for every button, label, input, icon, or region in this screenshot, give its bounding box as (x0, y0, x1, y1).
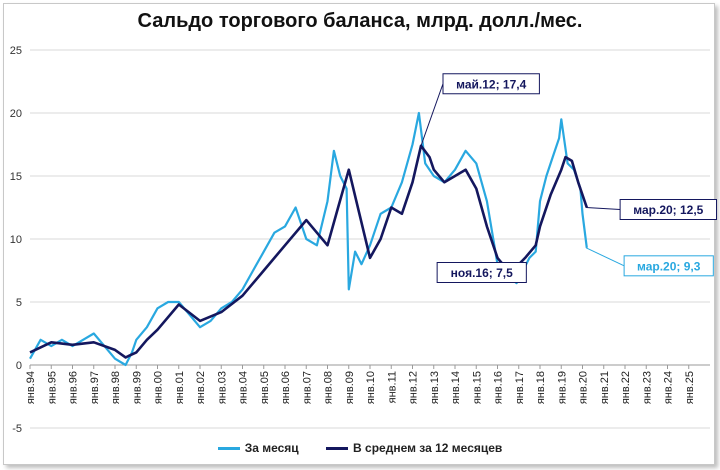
x-tick-label: янв.01 (174, 371, 186, 404)
x-tick-label: янв.08 (323, 371, 335, 404)
legend: За месяц В среднем за 12 месяцев (0, 441, 720, 455)
x-tick-label: янв.21 (599, 371, 611, 404)
annotation-label: ноя.16; 7,5 (451, 266, 513, 280)
x-tick-label: янв.24 (663, 371, 675, 404)
x-tick-label: янв.18 (535, 371, 547, 404)
x-tick-label: янв.05 (259, 371, 271, 404)
x-tick-label: янв.19 (556, 371, 568, 404)
legend-label-average: В среднем за 12 месяцев (353, 441, 503, 455)
x-tick-label: янв.06 (280, 371, 292, 404)
x-tick-label: янв.09 (344, 371, 356, 404)
x-tick-label: янв.12 (408, 371, 420, 404)
chart-title: Сальдо торгового баланса, млрд. долл./ме… (137, 10, 583, 32)
annotation-leader (586, 207, 621, 210)
x-tick-label: янв.10 (365, 371, 377, 404)
x-tick-label: янв.03 (216, 371, 228, 404)
x-tick-label: янв.02 (195, 371, 207, 404)
y-tick-label: 20 (10, 108, 22, 120)
x-tick-label: янв.14 (450, 371, 462, 404)
x-tick-label: янв.99 (131, 371, 143, 404)
annotation-label: май.12; 17,4 (456, 77, 526, 91)
x-tick-label: янв.15 (471, 371, 483, 404)
legend-label-monthly: За месяц (244, 441, 299, 455)
series-line-monthly (29, 111, 588, 367)
annotation-box (619, 199, 718, 220)
y-tick-label: 0 (16, 360, 22, 372)
y-tick-label: -5 (12, 423, 22, 435)
x-tick-label: янв.16 (493, 371, 505, 404)
x-tick-label: янв.17 (514, 371, 526, 404)
annotation-leader (585, 247, 625, 267)
legend-swatch-average (326, 447, 349, 451)
x-tick-label: янв.94 (25, 371, 37, 404)
y-tick-label: 10 (10, 234, 22, 246)
legend-swatch-monthly (217, 447, 240, 451)
x-tick-label: янв.23 (641, 371, 653, 404)
x-tick-label: янв.98 (110, 371, 122, 404)
annotation-box (623, 255, 714, 277)
chart-frame (3, 3, 715, 465)
annotation-leader (420, 83, 444, 146)
x-tick-label: янв.22 (620, 371, 632, 404)
x-tick-label: янв.20 (578, 371, 590, 404)
annotation-box (436, 262, 527, 283)
annotation-box (442, 73, 540, 95)
x-tick-label: янв.13 (429, 371, 441, 404)
x-tick-label: янв.96 (68, 371, 80, 404)
legend-item-average: В среднем за 12 месяцев (326, 441, 502, 455)
series-line-average (29, 144, 589, 359)
x-tick-label: янв.04 (238, 371, 250, 404)
x-tick-label: янв.11 (386, 371, 398, 403)
x-tick-label: янв.95 (46, 371, 58, 404)
x-tick-label: янв.00 (153, 371, 165, 404)
x-tick-label: янв.97 (89, 371, 101, 404)
annotation-label: мар.20; 12,5 (633, 203, 703, 217)
x-tick-label: янв.25 (684, 371, 696, 404)
annotation-label: мар.20; 9,3 (637, 259, 701, 273)
y-tick-label: 25 (10, 45, 22, 57)
legend-item-monthly: За месяц (217, 441, 299, 455)
x-tick-label: янв.07 (301, 371, 313, 404)
y-tick-label: 5 (16, 297, 22, 309)
y-tick-label: 15 (10, 171, 22, 183)
